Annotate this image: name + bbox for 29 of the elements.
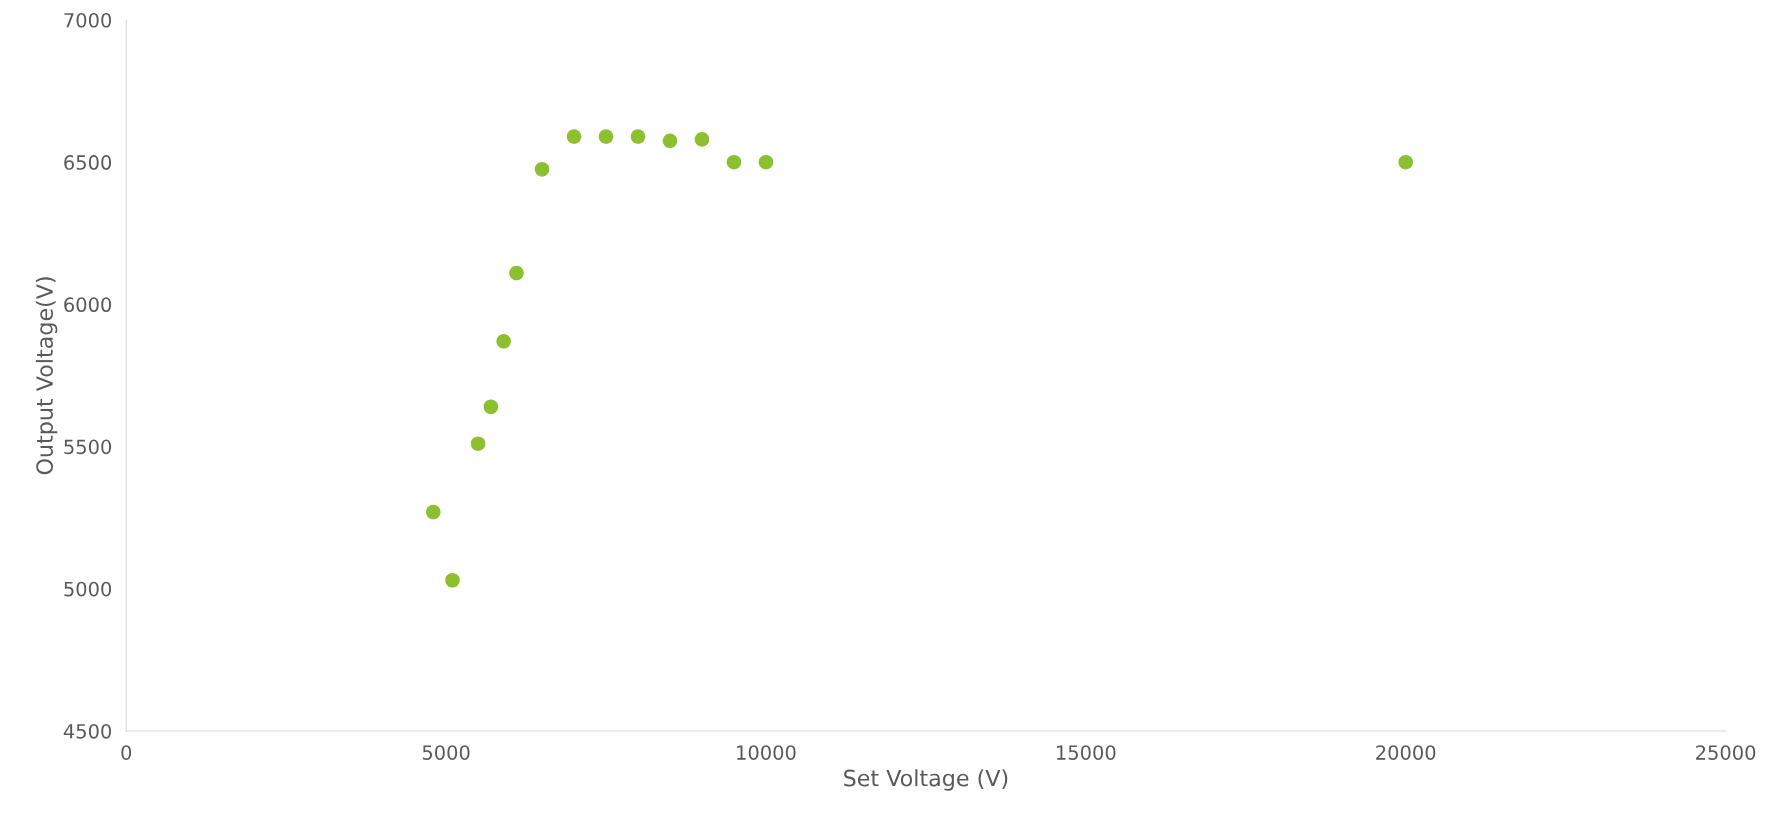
x-tick-label: 10000 bbox=[737, 745, 796, 760]
y-tick-label: 5500 bbox=[64, 439, 112, 455]
point bbox=[509, 265, 524, 281]
y-tick-label: 7000 bbox=[64, 12, 112, 28]
y-tick-label: 4500 bbox=[63, 723, 112, 739]
point bbox=[470, 436, 486, 451]
x-tick-label: 20000 bbox=[1376, 745, 1436, 760]
point bbox=[534, 161, 550, 177]
point bbox=[426, 504, 441, 520]
x-tick-label: 5000 bbox=[422, 745, 470, 760]
x-tick-label: 0 bbox=[121, 745, 132, 760]
y-tick-label: 6000 bbox=[64, 297, 112, 313]
point bbox=[598, 129, 614, 144]
point bbox=[694, 132, 710, 147]
point bbox=[758, 154, 774, 170]
y-axis-title: Output Voltage(V) bbox=[35, 277, 58, 475]
point bbox=[1398, 154, 1413, 170]
point bbox=[445, 572, 460, 588]
y-tick-label: 6500 bbox=[64, 155, 112, 170]
point bbox=[630, 129, 646, 144]
point bbox=[496, 334, 511, 349]
point bbox=[726, 154, 742, 170]
x-axis-title: Set Voltage (V) bbox=[844, 769, 1008, 791]
point bbox=[566, 129, 582, 144]
x-tick-label: 15000 bbox=[1057, 745, 1116, 760]
x-tick-label: 25000 bbox=[1696, 745, 1756, 760]
y-tick-label: 5000 bbox=[64, 581, 112, 597]
point bbox=[483, 399, 499, 415]
point bbox=[662, 133, 678, 149]
